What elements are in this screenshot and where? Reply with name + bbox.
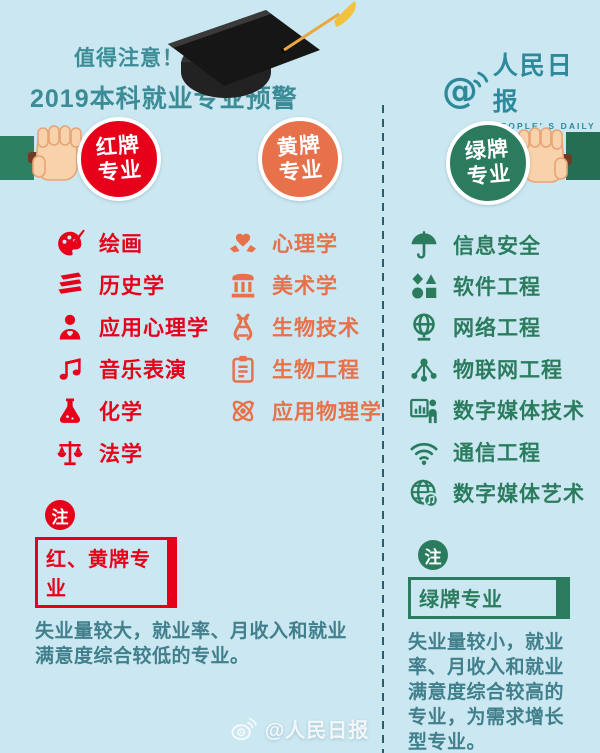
list-item: 数字媒体艺术	[407, 472, 585, 513]
weibo-icon	[231, 717, 257, 740]
red-yellow-note: 注 红、黄牌专业 失业量较大，就业率、月收入和就业满意度综合较低的专业。	[35, 500, 365, 669]
notice-text: 值得注意！	[74, 47, 184, 70]
badge-line: 绿牌	[463, 136, 510, 164]
dna-icon	[226, 310, 260, 344]
note-body-text: 失业量较小，就业率、月收入和就业满意度综合较高的专业，为需求增长型专业。	[408, 632, 565, 753]
globe-icon	[407, 310, 441, 344]
logo-name: 人民日报	[492, 52, 574, 116]
list-item: 应用心理学	[53, 306, 209, 348]
badge-line: 黄牌	[275, 132, 322, 160]
palette-icon	[53, 226, 87, 260]
atom-icon	[226, 394, 260, 428]
chart-person-icon	[407, 393, 441, 427]
list-item: 软件工程	[407, 265, 585, 306]
major-label: 信息安全	[453, 234, 541, 258]
list-item: 网络工程	[407, 307, 585, 348]
flask-icon	[53, 394, 87, 428]
scales-icon	[53, 436, 87, 470]
list-item: 美术学	[226, 264, 382, 306]
list-item: 物联网工程	[407, 348, 585, 389]
music-note-icon	[53, 352, 87, 386]
peoples-daily-logo: @ 人民日报 PEOPLE' S DAILY	[442, 46, 600, 131]
yellow-card-badge: 黄牌 专业	[258, 117, 342, 201]
red-majors-list: 绘画 历史学 应用心理学	[53, 222, 209, 474]
note-box-title: 红、黄牌专业	[35, 537, 177, 608]
major-label: 心理学	[272, 233, 338, 256]
list-item: 生物工程	[226, 348, 382, 390]
green-badge-label: 绿牌 专业	[464, 136, 512, 190]
major-label: 通信工程	[453, 441, 541, 465]
network-nodes-icon	[407, 352, 441, 386]
major-label: 历史学	[99, 275, 165, 298]
major-label: 化学	[99, 401, 143, 424]
green-majors-list: 信息安全 软件工程 网络工程	[407, 224, 585, 514]
red-card-badge: 红牌 专业	[77, 117, 161, 201]
major-label: 音乐表演	[99, 359, 187, 382]
badge-line: 红牌	[94, 132, 141, 160]
list-item: 法学	[53, 432, 209, 474]
at-broadcast-icon: @	[442, 70, 489, 111]
note-body-text: 失业量较大，就业率、月收入和就业满意度综合较低的专业。	[35, 621, 348, 668]
list-item: 生物技术	[226, 306, 382, 348]
list-item: 数字媒体技术	[407, 390, 585, 431]
yellow-badge-label: 黄牌 专业	[276, 132, 324, 186]
major-label: 应用物理学	[272, 401, 382, 424]
shapes-icon	[407, 269, 441, 303]
major-label: 软件工程	[453, 276, 541, 300]
column-icon	[226, 268, 260, 302]
svg-text:@: @	[442, 70, 478, 111]
logo-text: 人民日报 PEOPLE' S DAILY	[493, 46, 600, 131]
list-item: 应用物理学	[226, 390, 382, 432]
wifi-icon	[407, 435, 441, 469]
weibo-watermark: @人民日报	[231, 714, 370, 743]
major-label: 生物技术	[272, 317, 360, 340]
note-badge: 注	[418, 540, 448, 570]
green-card-badge: 绿牌 专业	[446, 121, 530, 205]
note-box-title: 绿牌专业	[408, 577, 570, 619]
list-item: 通信工程	[407, 431, 585, 472]
list-item: 绘画	[53, 222, 209, 264]
major-label: 应用心理学	[99, 317, 209, 340]
globe-music-icon	[407, 476, 441, 510]
green-note: 注 绿牌专业 失业量较小，就业率、月收入和就业满意度综合较高的专业，为需求增长型…	[408, 540, 586, 753]
graduation-cap-illustration	[168, 1, 356, 98]
major-label: 生物工程	[272, 359, 360, 382]
major-label: 美术学	[272, 275, 338, 298]
clipboard-icon	[226, 352, 260, 386]
heart-hands-icon	[226, 226, 260, 260]
watermark-text: @人民日报	[264, 720, 370, 742]
major-label: 法学	[99, 443, 143, 466]
hand-holding-red-badge	[0, 125, 96, 181]
badge-line: 专业	[97, 158, 144, 185]
major-label: 绘画	[99, 233, 143, 256]
list-item: 心理学	[226, 222, 382, 264]
hand-holding-green-badge	[504, 127, 600, 183]
note-badge: 注	[45, 500, 75, 530]
badge-line: 专业	[466, 162, 513, 189]
list-item: 化学	[53, 390, 209, 432]
major-label: 网络工程	[453, 317, 541, 341]
red-badge-label: 红牌 专业	[95, 132, 143, 186]
person-icon	[53, 310, 87, 344]
major-label: 物联网工程	[453, 358, 563, 382]
yellow-majors-list: 心理学 美术学 生物技术	[226, 222, 382, 432]
major-label: 数字媒体技术	[453, 400, 585, 424]
books-icon	[53, 268, 87, 302]
list-item: 音乐表演	[53, 348, 209, 390]
logo-subtitle: PEOPLE' S DAILY	[492, 121, 596, 131]
badge-line: 专业	[278, 158, 325, 185]
list-item: 信息安全	[407, 224, 585, 265]
major-label: 数字媒体艺术	[453, 483, 585, 507]
list-item: 历史学	[53, 264, 209, 306]
umbrella-icon	[407, 228, 441, 262]
column-divider	[382, 105, 384, 753]
